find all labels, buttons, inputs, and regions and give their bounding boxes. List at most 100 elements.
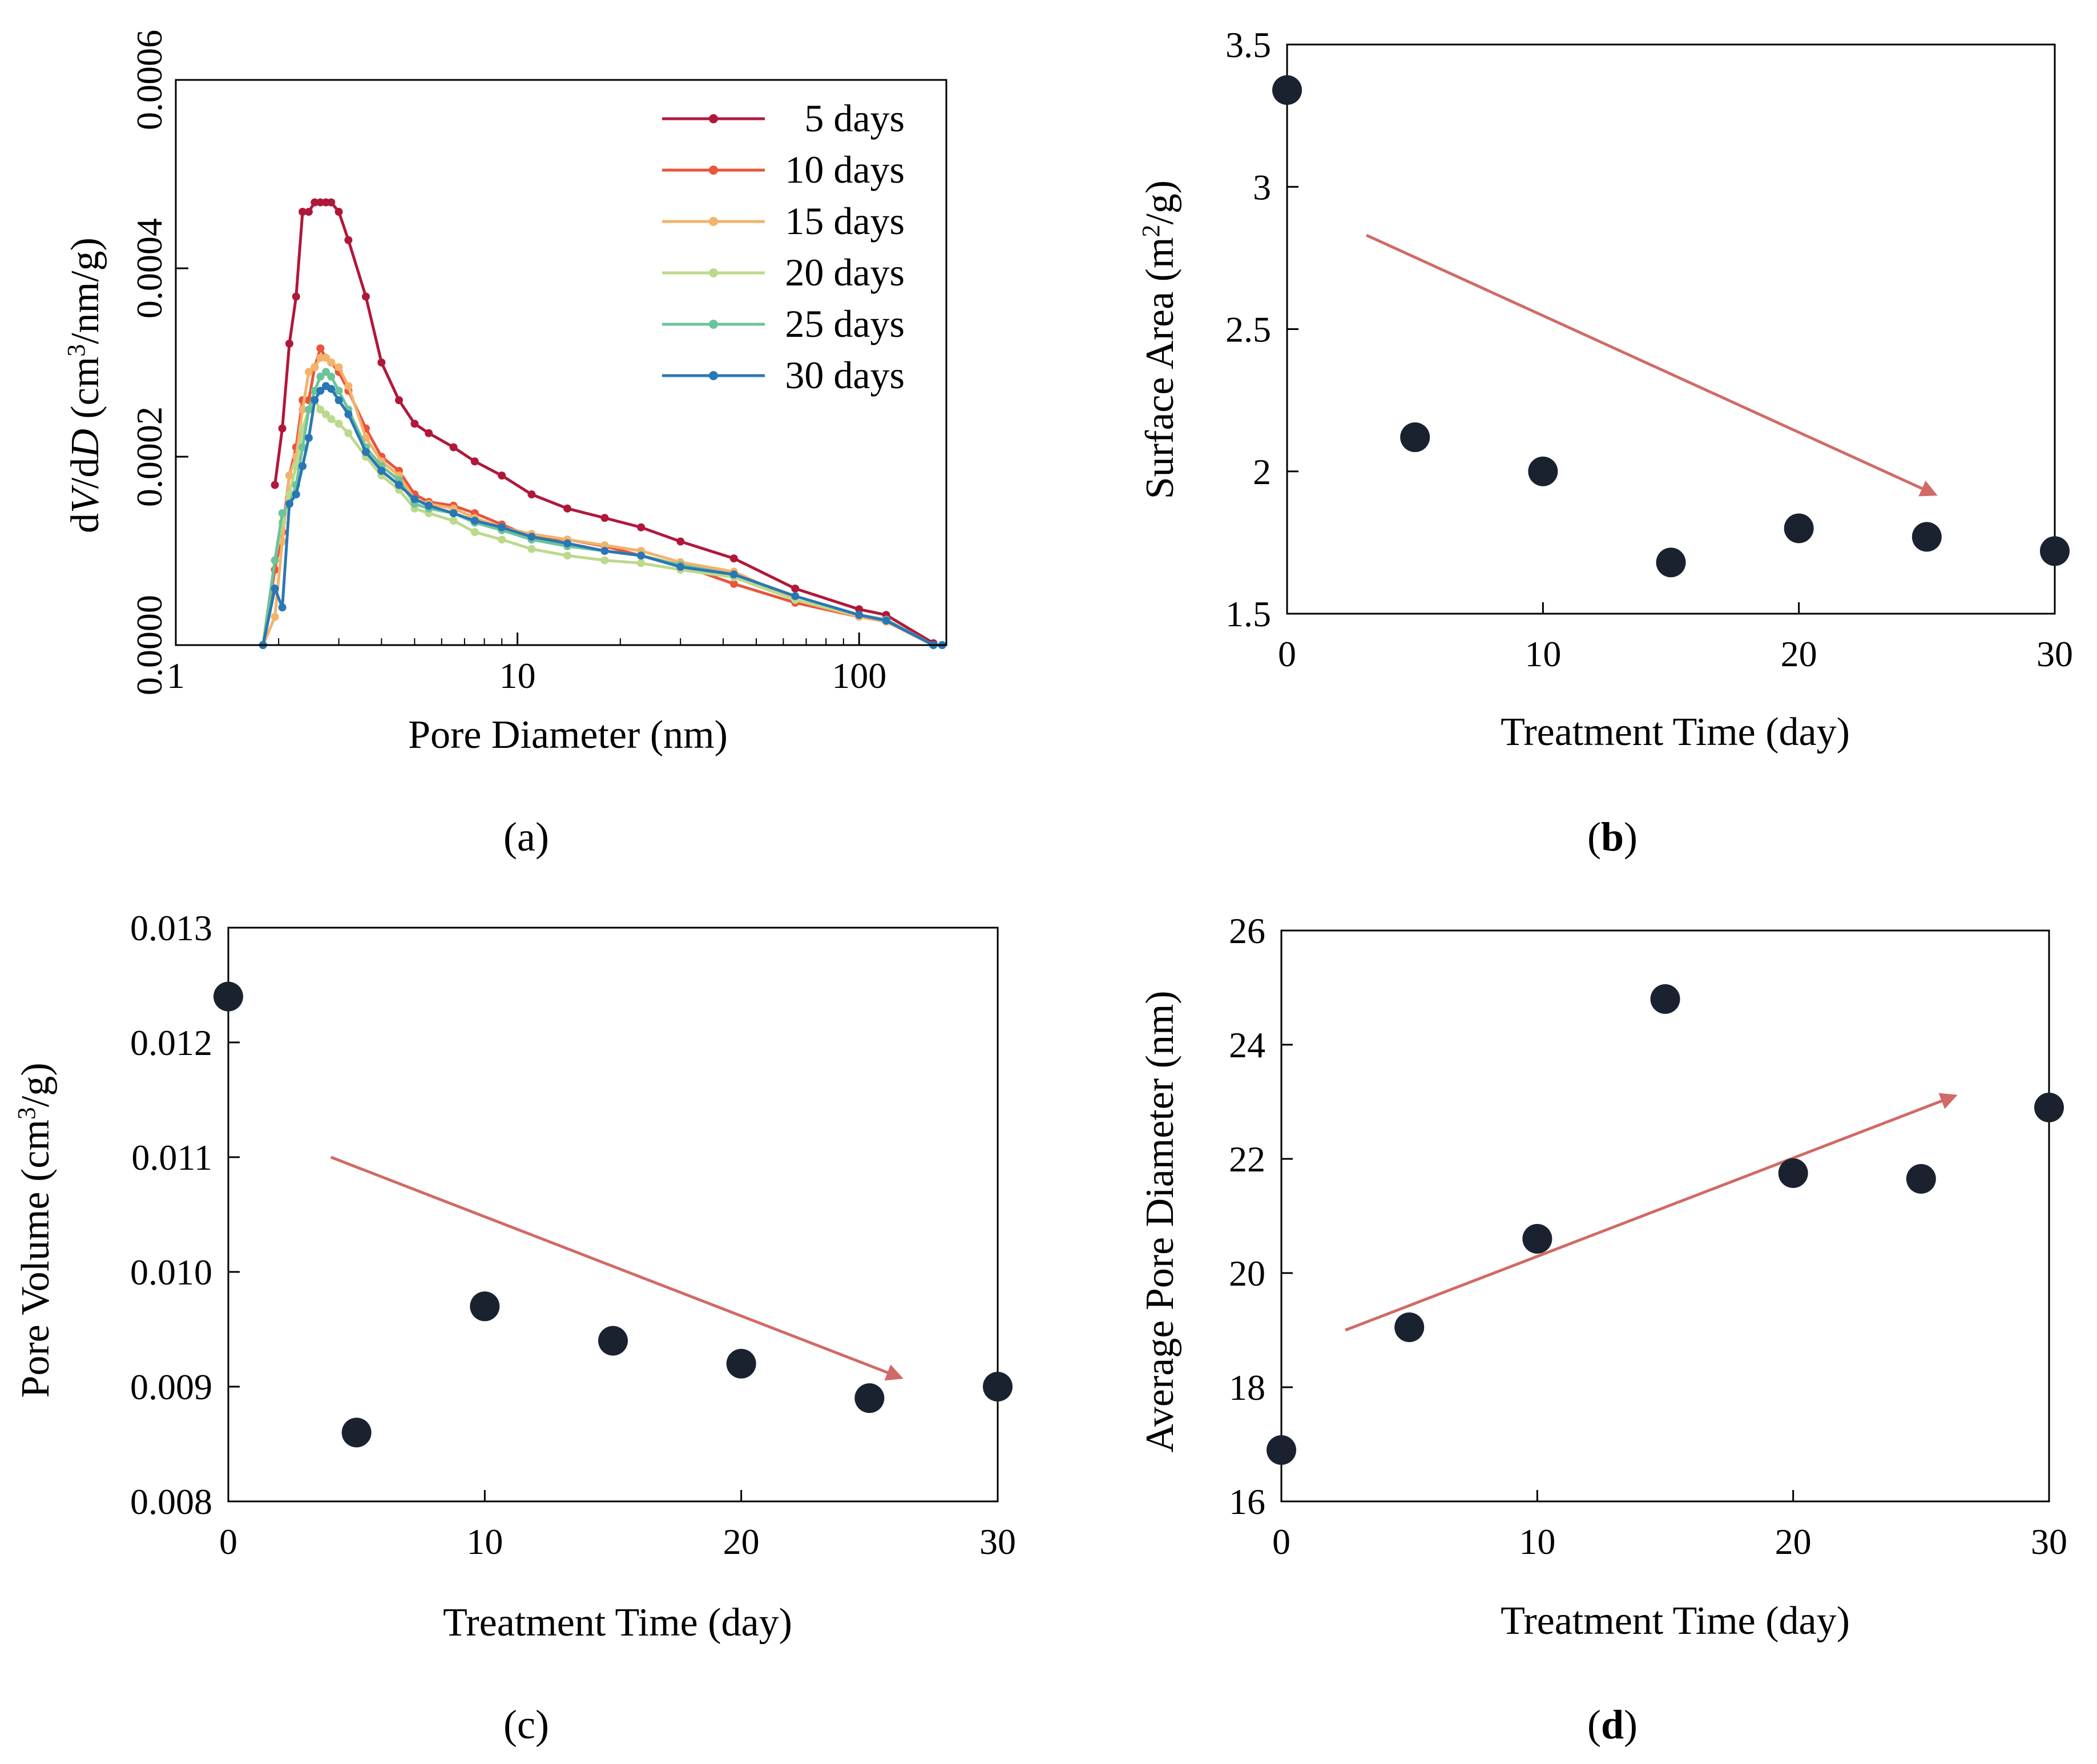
series-point-30-days — [637, 551, 646, 560]
panel-b-x-tick-label: 10 — [1525, 634, 1561, 674]
panel-d-y-tick-label: 22 — [1229, 1139, 1265, 1179]
panel-b-x-tick-label: 20 — [1781, 634, 1817, 674]
panel-d-average-pore-diameter: 0 10 20 30 16 18 20 22 24 26 Treatment Time (day)… — [1138, 911, 2067, 1643]
series-point-30-days — [563, 539, 572, 547]
panel-d-y-tick-label: 20 — [1229, 1253, 1265, 1294]
panel-a-plot-frame — [175, 79, 947, 646]
panel-a-x-tick-label: 100 — [832, 655, 886, 696]
panel-b-data-point — [1272, 75, 1302, 105]
series-point-5-days — [600, 514, 609, 522]
series-point-30-days — [316, 386, 325, 395]
panel-b-data-point — [2040, 536, 2070, 566]
caption-c: (c) — [503, 1702, 549, 1747]
legend-label-5-days: 5 days — [804, 96, 905, 140]
legend-label-20-days: 20 days — [785, 251, 905, 294]
panel-b-y-axis-title: Surface Area (m2/g) — [1137, 180, 1183, 499]
series-point-20-days — [327, 415, 336, 423]
series-point-5-days — [527, 490, 536, 498]
series-point-20-days — [321, 410, 330, 418]
series-point-20-days — [470, 528, 479, 536]
legend-marker-25-days — [709, 320, 718, 329]
series-point-25-days — [278, 509, 287, 517]
series-point-20-days — [449, 517, 458, 525]
legend-marker-5-days — [709, 114, 718, 123]
series-point-30-days — [410, 495, 419, 504]
series-point-25-days — [271, 556, 279, 565]
legend-label-10-days: 10 days — [785, 148, 905, 191]
panel-a-y-tick-label: 0.0002 — [129, 406, 170, 507]
panel-c-y-tick-label: 0.008 — [130, 1481, 212, 1522]
series-point-5-days — [425, 429, 433, 437]
panel-b-surface-area: 0 10 20 301.522.533.5 Treatment Time (day) … — [1137, 25, 2074, 754]
panel-d-x-tick-label: 0 — [1272, 1521, 1291, 1562]
series-point-5-days — [278, 424, 287, 433]
series-point-5-days — [334, 208, 343, 216]
series-point-30-days — [310, 396, 319, 404]
series-point-15-days — [299, 405, 307, 414]
panel-a-legend: 5 days 10 days 15 days 20 days 25 days 30 day… — [662, 96, 905, 397]
series-point-5-days — [729, 554, 738, 563]
panel-c-x-tick-label: 0 — [219, 1521, 237, 1562]
series-point-30-days — [600, 547, 609, 555]
panel-d-data-point — [1394, 1312, 1425, 1342]
panel-c-y-tick-label: 0.013 — [130, 908, 212, 948]
series-point-5-days — [498, 472, 506, 480]
panel-c-y-tick-label: 0.009 — [130, 1367, 212, 1407]
series-point-20-days — [316, 405, 325, 414]
series-point-5-days — [676, 537, 685, 546]
series-point-5-days — [449, 443, 458, 452]
panel-a-y-tick-label: 0.0006 — [129, 30, 170, 130]
series-point-20-days — [563, 551, 572, 560]
series-point-30-days — [271, 585, 279, 593]
series-point-5-days — [855, 605, 864, 614]
panel-c-y-tick-label: 0.010 — [130, 1252, 212, 1292]
series-point-30-days — [498, 523, 506, 531]
panel-d-x-axis-title: Treatment Time (day) — [1501, 1599, 1850, 1643]
series-point-5-days — [304, 208, 313, 216]
panel-a-y-axis-title: dV/dD (cm3/nm/g) — [62, 237, 108, 533]
series-line-30-days — [261, 384, 942, 647]
series-point-25-days — [316, 372, 325, 381]
series-point-30-days — [278, 603, 287, 611]
panel-b-plot-frame — [1286, 43, 2056, 615]
panel-a-y-tick-label: 0.0004 — [129, 218, 170, 319]
panel-d-x-tick-label: 20 — [1775, 1521, 1812, 1562]
series-point-30-days — [425, 501, 433, 510]
series-point-30-days — [327, 385, 336, 393]
series-point-5-days — [395, 396, 404, 404]
panel-d-plot-frame — [1280, 929, 2050, 1503]
series-point-15-days — [344, 382, 353, 390]
series-point-25-days — [310, 386, 319, 395]
series-point-30-days — [527, 533, 536, 541]
panel-b-x-tick-label: 0 — [1278, 634, 1296, 674]
caption-a: (a) — [503, 814, 549, 860]
series-point-5-days — [292, 292, 300, 301]
series-point-20-days — [637, 559, 646, 567]
panel-d-data-point — [1522, 1224, 1552, 1254]
panel-b-data-point — [1784, 513, 1814, 543]
series-point-5-days — [310, 198, 319, 207]
series-point-30-days — [285, 500, 293, 508]
legend-label-15-days: 15 days — [785, 199, 905, 243]
panel-a-pore-size-distribution: 1 10 100 0.0000 0.0002 0.0004 0.0006 Pore Diam… — [62, 30, 947, 757]
panel-c-y-tick-label: 0.012 — [130, 1022, 212, 1063]
panel-d-data-point — [1267, 1435, 1296, 1465]
panel-b-trend-arrow — [1365, 233, 1938, 497]
panel-c-y-tick-label: 0.011 — [131, 1137, 212, 1178]
series-point-15-days — [327, 359, 336, 367]
panel-d-data-point — [2034, 1093, 2064, 1122]
panel-d-y-tick-label: 18 — [1229, 1367, 1265, 1408]
panel-c-trend-arrow — [330, 1155, 904, 1381]
panel-c-data-point — [598, 1326, 628, 1356]
panel-b-y-tick-label: 2 — [1253, 452, 1271, 492]
panel-c-data-point — [470, 1291, 500, 1322]
series-point-20-days — [527, 545, 536, 553]
panel-c-pore-volume: 0 10 20 30 0.008 0.009 0.010 0.011 0.012 0.013 Tr… — [13, 908, 1017, 1645]
series-point-15-days — [321, 353, 330, 362]
panel-c-x-tick-label: 20 — [723, 1521, 760, 1562]
panel-b-data-point — [1912, 522, 1942, 552]
panel-d-data-point — [1906, 1164, 1936, 1194]
series-point-30-days — [334, 396, 343, 404]
series-point-30-days — [362, 448, 370, 456]
series-point-5-days — [271, 481, 279, 489]
